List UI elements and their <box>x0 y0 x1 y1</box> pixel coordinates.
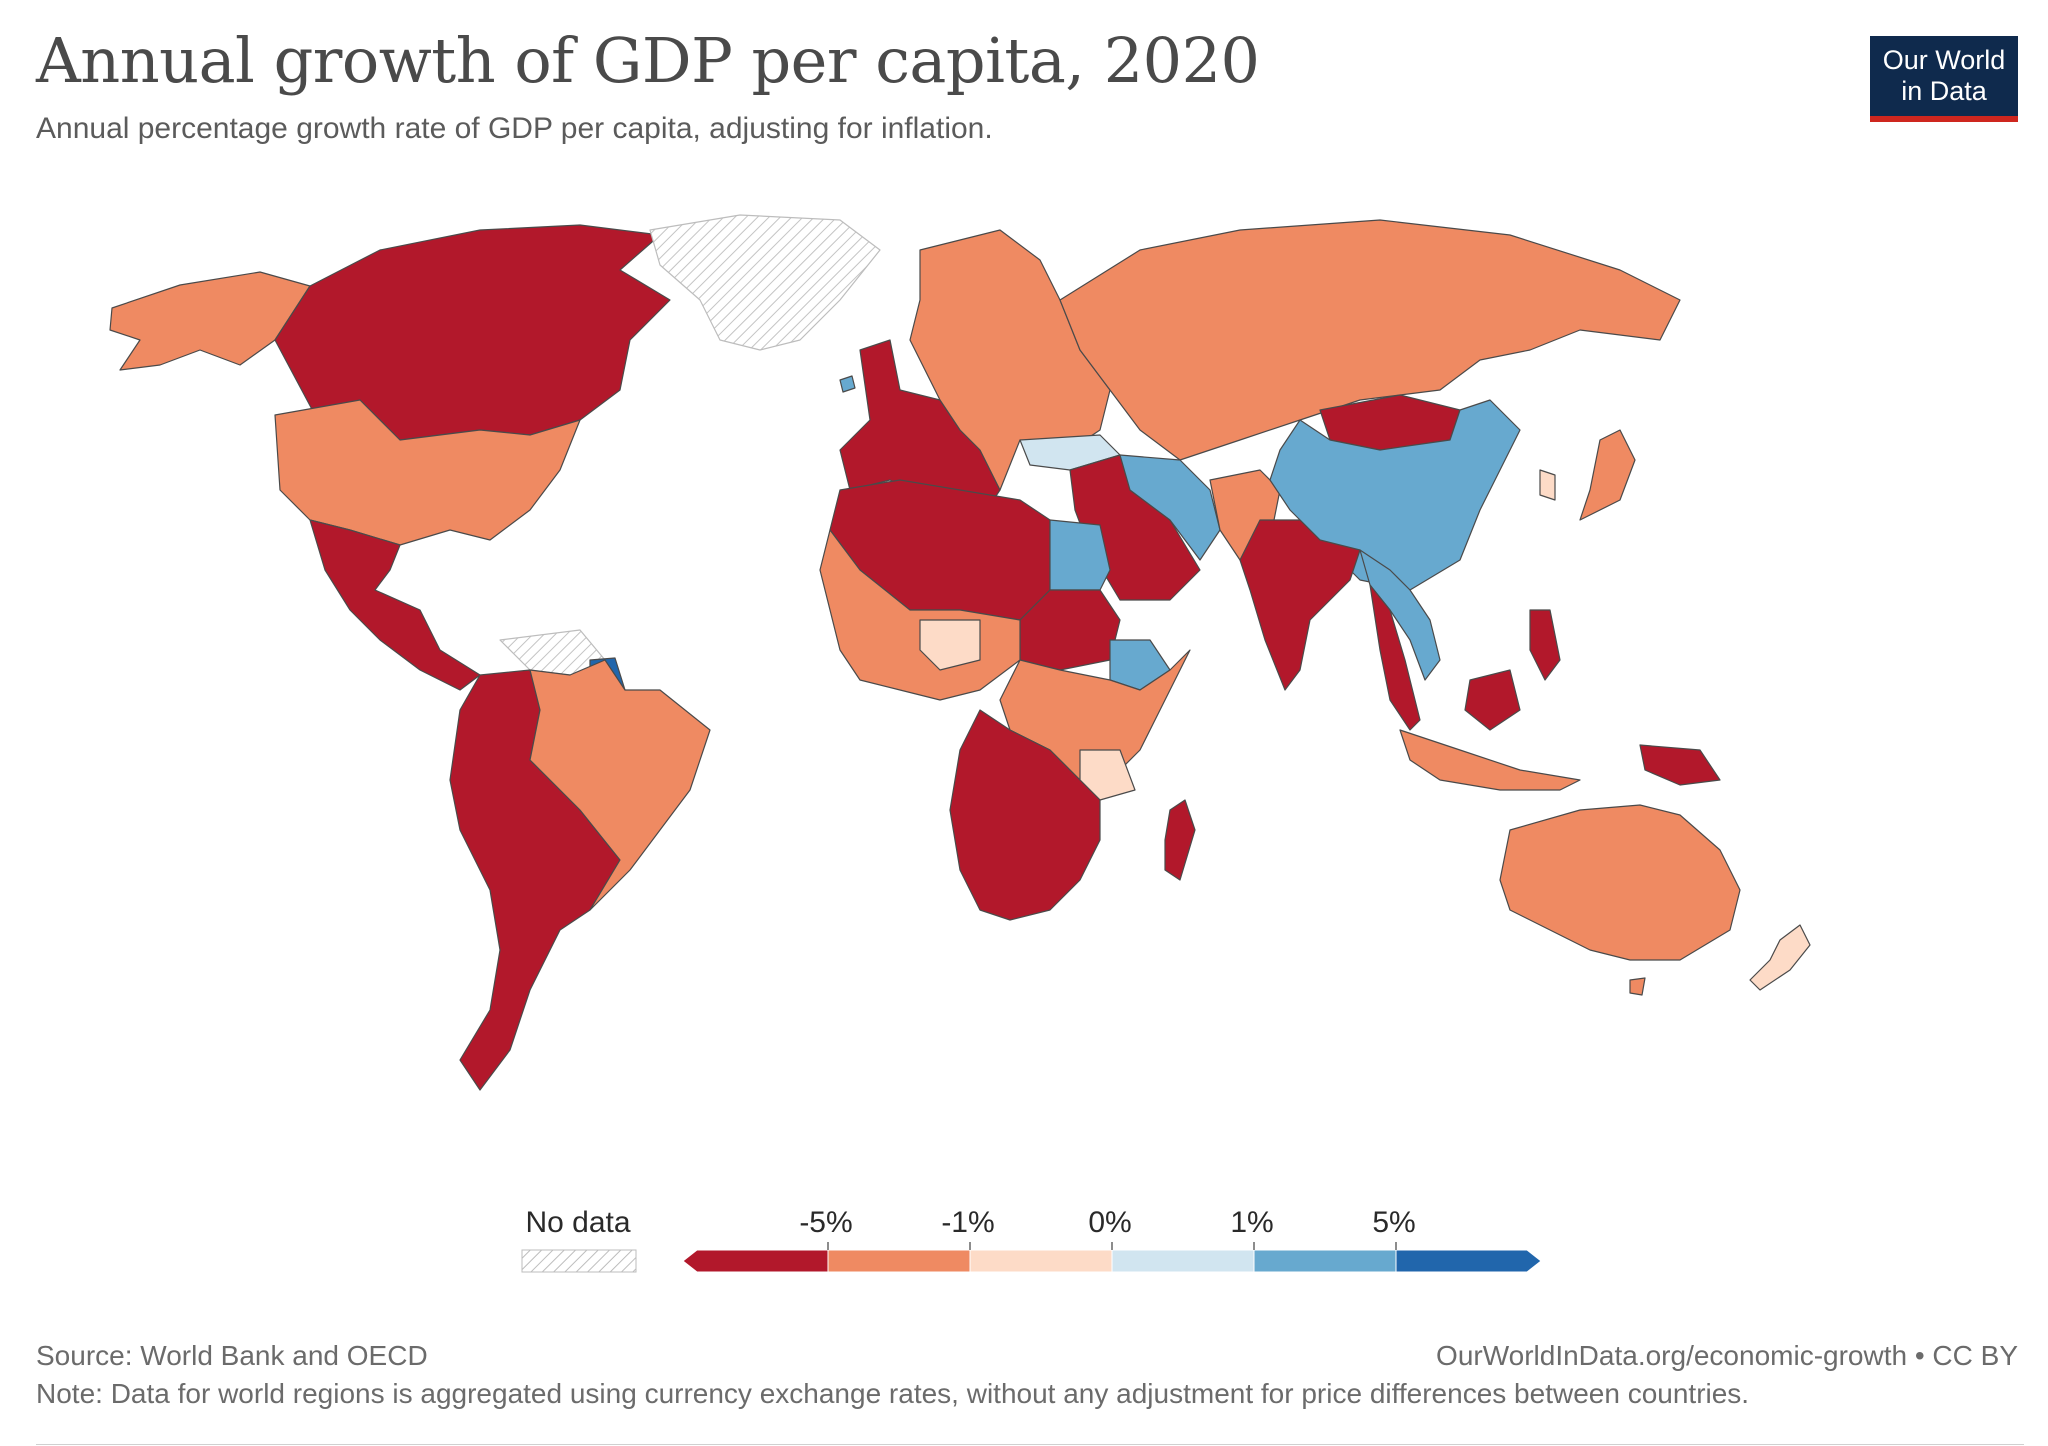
source-text: Source: World Bank and OECD <box>36 1340 428 1371</box>
region-borneo <box>1464 669 1521 731</box>
region-tanzania <box>1079 749 1136 801</box>
note-text: Note: Data for world regions is aggregat… <box>36 1378 1750 1409</box>
region-new-zealand <box>1749 924 1811 991</box>
region-mexico-central-america <box>309 519 481 691</box>
region-southern-africa <box>949 709 1101 921</box>
region-south-korea <box>1539 469 1556 501</box>
region-australia <box>1499 804 1741 961</box>
region-russia-central-asia <box>1059 219 1681 461</box>
legend-bin-4 <box>1253 1249 1397 1273</box>
legend-tick-label: 0% <box>1088 1206 1131 1239</box>
logo-line-1: Our World <box>1882 45 2006 75</box>
chart-subtitle: Annual percentage growth rate of GDP per… <box>36 112 993 145</box>
region-philippines <box>1529 609 1561 681</box>
legend-bin-5 <box>1395 1249 1542 1273</box>
region-papua-new-guinea <box>1639 744 1721 786</box>
legend-tick-label: 5% <box>1372 1206 1415 1239</box>
legend-no-data-label: No data <box>525 1206 630 1239</box>
logo-line-2: in Data <box>1901 76 1987 106</box>
region-egypt <box>1049 519 1111 591</box>
region-ireland <box>839 375 856 393</box>
legend-no-data-swatch <box>521 1249 637 1273</box>
region-brazil-uruguay <box>529 659 711 911</box>
legend-tick-label: 1% <box>1230 1206 1273 1239</box>
legend-bin-3 <box>1111 1249 1255 1273</box>
region-japan <box>1579 429 1636 521</box>
legend-bin-0 <box>682 1249 829 1273</box>
region-sahel-light <box>919 619 981 671</box>
region-iran <box>1119 454 1221 561</box>
legend-bin-2 <box>969 1249 1113 1273</box>
region-greenland <box>649 214 881 351</box>
chart-title: Annual growth of GDP per capita, 2020 <box>36 24 1260 97</box>
source-url-link[interactable]: OurWorldInData.org/economic-growth • CC … <box>1436 1340 2018 1371</box>
region-tasmania <box>1629 977 1646 996</box>
world-map <box>109 214 1811 1091</box>
region-indonesia <box>1399 729 1581 791</box>
region-alaska <box>109 271 311 371</box>
region-india <box>1239 519 1361 691</box>
legend-tick-label: -1% <box>941 1206 994 1239</box>
map-legend: No data -5% -1% 0% 1% 5% <box>521 1206 1542 1273</box>
bottom-divider <box>36 1444 2024 1445</box>
owid-logo[interactable]: Our World in Data <box>1870 36 2018 122</box>
region-myanmar-malaysia-philippines <box>1369 584 1421 731</box>
region-china <box>1269 399 1521 591</box>
legend-bin-1 <box>827 1249 971 1273</box>
region-madagascar <box>1164 799 1196 881</box>
legend-tick-label: -5% <box>799 1206 852 1239</box>
